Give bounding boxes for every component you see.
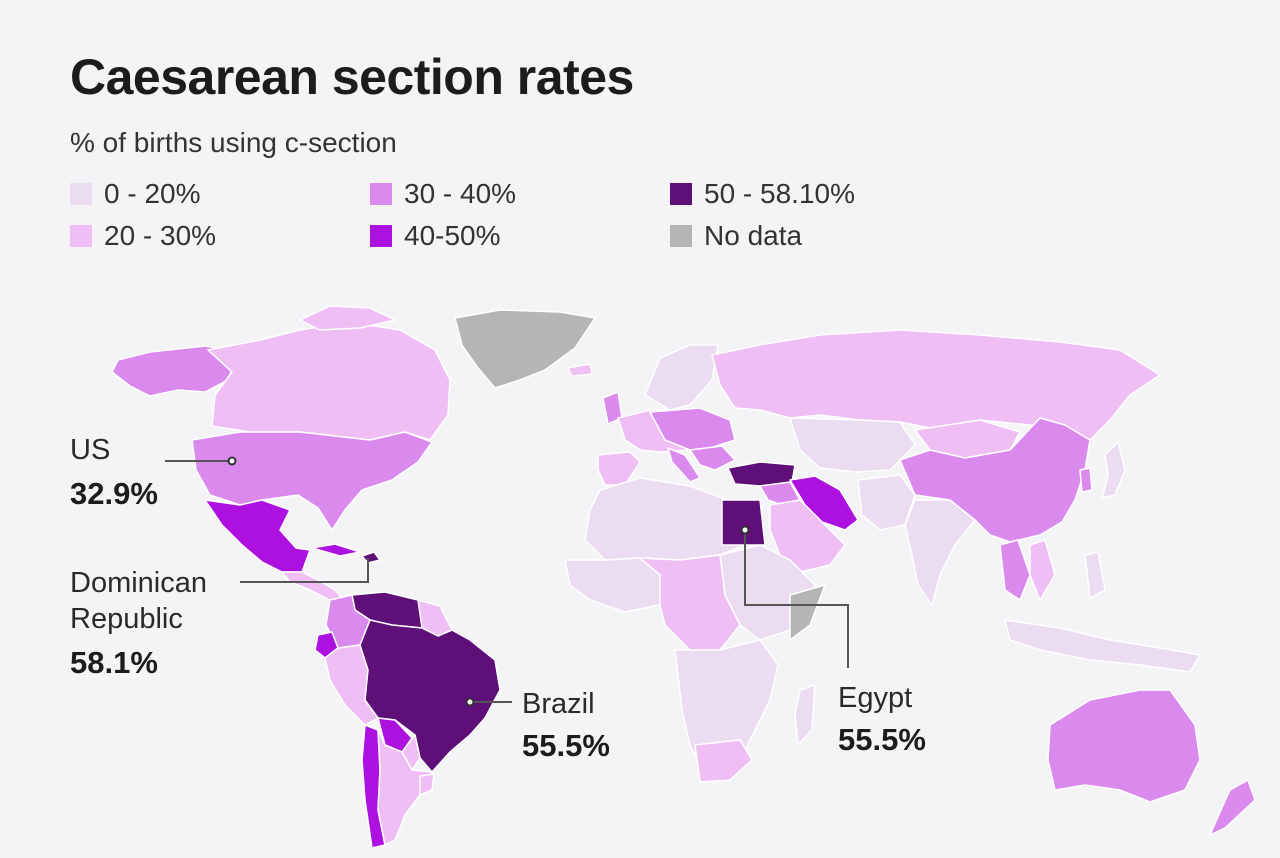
marker-brazil <box>465 697 475 707</box>
legend-item-50-58: 50 - 58.10% <box>670 178 855 210</box>
region-iceland <box>567 363 593 377</box>
legend-label: 30 - 40% <box>404 178 517 209</box>
map-title: Caesarean section rates <box>70 49 634 105</box>
region-australia <box>1047 689 1201 803</box>
region-china <box>899 417 1091 543</box>
region-new-zealand <box>1209 779 1256 836</box>
region-saudi-arabia <box>769 499 846 573</box>
region-south-africa <box>694 739 753 783</box>
region-egypt <box>721 499 766 546</box>
marker-egypt <box>740 525 750 535</box>
region-balkans <box>689 445 736 471</box>
legend-label: No data <box>704 220 803 251</box>
region-canada <box>207 321 451 441</box>
region-usa <box>191 431 433 531</box>
legend-label: 50 - 58.10% <box>704 178 855 209</box>
region-kazakhstan <box>789 417 916 473</box>
legend-item-no-data: No data <box>670 220 802 252</box>
legend-swatch <box>370 183 392 205</box>
legend-swatch <box>70 183 92 205</box>
region-madagascar <box>794 684 816 746</box>
region-greenland <box>454 309 596 389</box>
callout-us-name: US <box>70 434 111 466</box>
region-argentina <box>377 729 433 846</box>
region-west-africa <box>564 557 661 613</box>
world-map <box>111 305 1256 849</box>
legend: 0 - 20% 20 - 30% 30 - 40% 40-50% 50 - 58… <box>70 172 970 262</box>
region-cuba <box>311 543 361 557</box>
region-japan <box>1101 441 1126 499</box>
region-uruguay <box>419 773 435 796</box>
marker-us <box>227 456 237 466</box>
region-somalia <box>789 584 826 641</box>
region-russia <box>711 329 1161 441</box>
region-southern-africa <box>674 639 779 776</box>
legend-item-20-30: 20 - 30% <box>70 220 216 252</box>
callout-us-value: 32.9% <box>70 476 158 511</box>
callout-dominican-republic-value: 58.1% <box>70 645 158 680</box>
region-alaska <box>111 345 239 397</box>
region-scandinavia <box>644 344 719 411</box>
legend-label: 0 - 20% <box>104 178 201 209</box>
region-mexico <box>204 499 311 573</box>
callout-dominican-republic-name: Dominican Republic <box>70 567 207 635</box>
legend-item-30-40: 30 - 40% <box>370 178 516 210</box>
leader-line-egypt <box>744 530 849 668</box>
region-central-europe <box>649 407 736 451</box>
region-north-africa <box>584 477 746 561</box>
legend-swatch <box>70 225 92 247</box>
region-italy <box>667 447 701 483</box>
region-dominican-republic <box>361 551 381 564</box>
callout-brazil-value: 55.5% <box>522 728 610 763</box>
legend-label: 40-50% <box>404 220 501 251</box>
callout-egypt-value: 55.5% <box>838 722 926 757</box>
callout-egypt-name: Egypt <box>838 682 913 714</box>
region-central-america <box>281 571 343 601</box>
region-india <box>904 499 976 606</box>
region-vietnam <box>1029 539 1056 601</box>
region-philippines <box>1084 551 1106 599</box>
map-subtitle: % of births using c-section <box>70 127 397 158</box>
legend-label: 20 - 30% <box>104 220 217 251</box>
region-korea <box>1079 467 1093 493</box>
region-canada-islands <box>299 305 396 331</box>
legend-item-0-20: 0 - 20% <box>70 178 201 210</box>
leader-line-dominican-republic <box>240 558 369 583</box>
legend-swatch <box>670 183 692 205</box>
legend-swatch <box>370 225 392 247</box>
region-indonesia <box>1004 619 1201 673</box>
callout-brazil-name: Brazil <box>522 688 595 720</box>
legend-item-40-50: 40-50% <box>370 220 501 252</box>
region-thailand <box>999 539 1031 601</box>
legend-swatch <box>670 225 692 247</box>
